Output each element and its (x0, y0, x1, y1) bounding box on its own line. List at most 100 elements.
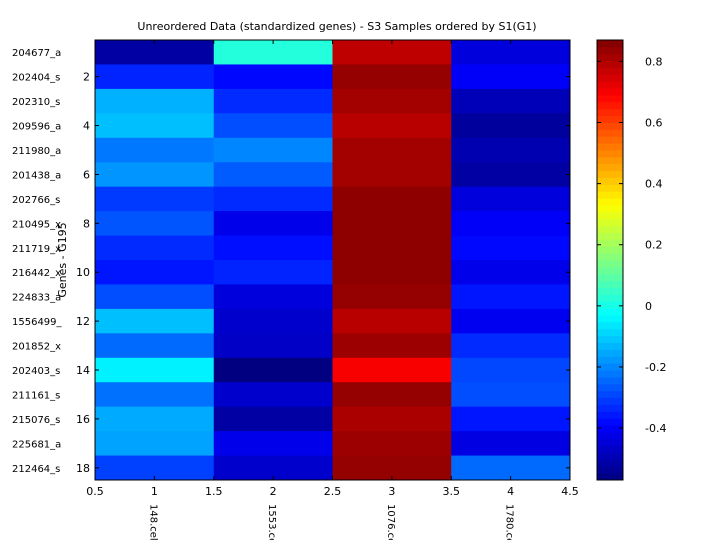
heatmap-cell (95, 64, 215, 90)
heatmap-cell (95, 137, 215, 163)
heatmap-cell (332, 113, 452, 139)
colorbar-swatch (597, 466, 623, 474)
y-tick-label: 18 (76, 462, 90, 475)
colorbar-swatch (597, 418, 623, 426)
colorbar-swatch (597, 390, 623, 398)
colorbar-swatch (597, 445, 623, 453)
heatmap-cell (95, 88, 215, 114)
colorbar-swatch (597, 115, 623, 123)
y-tick-label: 14 (76, 364, 90, 377)
heatmap-cell (451, 186, 571, 212)
colorbar-swatch (597, 88, 623, 96)
colorbar-swatch (597, 328, 623, 337)
colorbar-swatch (597, 425, 623, 433)
sample-label: 1553.cel (266, 504, 277, 540)
gene-labels: 204677_a 202404_s 202310_s 209596_a 211980_a… (12, 48, 63, 475)
heatmap-cell (451, 162, 571, 188)
heatmap-cell (451, 113, 571, 139)
colorbar-swatch (597, 225, 623, 233)
sample-labels: 148.cel 1553.cel 1076.cel 1780.cel (147, 504, 514, 540)
heatmap-cells (95, 40, 571, 481)
heatmap-cell (213, 88, 333, 114)
heatmap-cell (451, 137, 571, 163)
colorbar-swatch (597, 232, 623, 240)
heatmap-cell (95, 211, 215, 237)
colorbar (597, 40, 623, 481)
gene-label: 211980_a (12, 146, 61, 157)
heatmap-cell (451, 88, 571, 114)
colorbar-swatch (597, 266, 623, 275)
heatmap-cell (213, 113, 333, 139)
heatmap-cell (213, 260, 333, 285)
gene-label: 202404_s (12, 73, 60, 84)
colorbar-swatch (597, 40, 623, 48)
heatmap-cell (451, 431, 571, 457)
y-tick-label: 16 (76, 413, 90, 426)
colorbar-swatch (597, 404, 623, 412)
colorbar-swatch (597, 383, 623, 392)
colorbar-swatch (597, 280, 623, 288)
heatmap-cell (95, 162, 215, 188)
colorbar-swatch (597, 163, 623, 172)
heatmap-cell (213, 284, 333, 310)
colorbar-swatch (597, 218, 623, 227)
colorbar-tick-label: 0.8 (645, 55, 663, 68)
heatmap-cell (213, 357, 333, 383)
colorbar-swatch (597, 287, 623, 295)
heatmap-cell (95, 406, 215, 432)
colorbar-swatch (597, 308, 623, 316)
colorbar-swatch (597, 253, 623, 261)
heatmap-cell (451, 284, 571, 310)
heatmap-cell (332, 64, 452, 90)
x-tick-label: 3.5 (443, 485, 461, 498)
heatmap-cell (332, 137, 452, 163)
colorbar-swatch (597, 211, 623, 220)
heatmap-cell (95, 260, 215, 285)
colorbar-swatch (597, 273, 623, 282)
colorbar-frame (596, 39, 624, 481)
heatmap-cell (332, 40, 452, 65)
colorbar-swatch (597, 294, 623, 302)
gene-label: 211161_s (12, 390, 60, 401)
colorbar-swatch (597, 363, 623, 371)
heatmap-cell (451, 357, 571, 383)
heatmap-cell (213, 40, 333, 65)
gene-label: 225681_a (12, 439, 61, 450)
heatmap-cell (332, 211, 452, 237)
y-axis-label: Genes - G195 (56, 222, 69, 297)
heatmap-cell (332, 88, 452, 114)
heatmap-cell (451, 64, 571, 90)
y-tick-label: 6 (83, 168, 90, 181)
colorbar-swatch (597, 459, 623, 467)
colorbar-swatch (597, 431, 623, 440)
colorbar-swatch (597, 184, 623, 192)
colorbar-swatch (597, 108, 623, 117)
colorbar-swatch (597, 397, 623, 405)
colorbar-tick-label: -0.2 (645, 361, 666, 374)
y-axis-ticks: 2 4 6 8 10 12 14 16 18 (76, 71, 570, 475)
colorbar-swatch (597, 411, 623, 419)
colorbar-swatch (597, 376, 623, 385)
gene-label: 202403_s (12, 366, 60, 377)
gene-label: 224833_a (12, 293, 61, 304)
heatmap-cell (332, 284, 452, 310)
gene-label: 202766_s (12, 195, 60, 206)
gene-label: 212464_s (12, 464, 60, 475)
colorbar-swatch (597, 473, 623, 481)
heatmap-cell (451, 235, 571, 261)
x-tick-label: 4.5 (561, 485, 579, 498)
heatmap-cell (332, 235, 452, 261)
heatmap-cell (332, 162, 452, 188)
chart-title: Unreordered Data (standardized genes) - … (137, 20, 536, 33)
colorbar-swatch (597, 122, 623, 130)
colorbar-tick-label: 0.2 (645, 239, 663, 252)
colorbar-swatch (597, 239, 623, 247)
gene-label: 201438_a (12, 170, 61, 181)
gene-label: 202310_s (12, 97, 60, 108)
heatmap-cell (213, 406, 333, 432)
gene-label: 209596_a (12, 122, 61, 133)
colorbar-tick-label: -0.4 (645, 422, 666, 435)
x-tick-label: 1.5 (205, 485, 223, 498)
colorbar-swatch (597, 129, 623, 137)
